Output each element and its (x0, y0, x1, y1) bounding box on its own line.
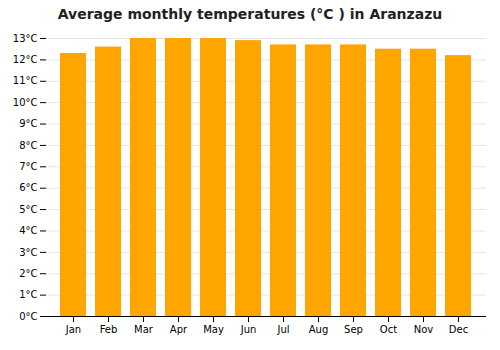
svg-text:Sep: Sep (344, 324, 363, 335)
svg-text:Aug: Aug (309, 324, 329, 335)
html-text:Average monthly temperatures (: Average monthly temperatures (°C ) in Ar… (57, 6, 443, 22)
svg-text:7°C: 7°C (19, 161, 37, 172)
svg-text:10°C: 10°C (13, 97, 38, 108)
svg-text:Apr: Apr (170, 324, 188, 335)
svg-text:1°C: 1°C (19, 289, 37, 300)
svg-text:11°C: 11°C (13, 75, 38, 86)
svg-text:3°C: 3°C (19, 247, 37, 258)
svg-text:Jan: Jan (65, 324, 81, 335)
svg-text:Jun: Jun (240, 324, 257, 335)
svg-text:Jul: Jul (276, 324, 289, 335)
svg-text:8°C: 8°C (19, 140, 37, 151)
svg-text:9°C: 9°C (19, 118, 37, 129)
svg-text:6°C: 6°C (19, 182, 37, 193)
svg-text:4°C: 4°C (19, 225, 37, 236)
svg-text:12°C: 12°C (13, 54, 38, 65)
svg-text:2°C: 2°C (19, 268, 37, 279)
svg-text:May: May (203, 324, 224, 335)
svg-text:5°C: 5°C (19, 204, 37, 215)
svg-text:Oct: Oct (380, 324, 397, 335)
svg-text:0°C: 0°C (19, 311, 37, 322)
svg-text:Nov: Nov (414, 324, 434, 335)
svg-text:13°C: 13°C (13, 33, 38, 44)
svg-text:Dec: Dec (449, 324, 468, 335)
svg-text:Mar: Mar (134, 324, 154, 335)
svg-text:Feb: Feb (100, 324, 118, 335)
